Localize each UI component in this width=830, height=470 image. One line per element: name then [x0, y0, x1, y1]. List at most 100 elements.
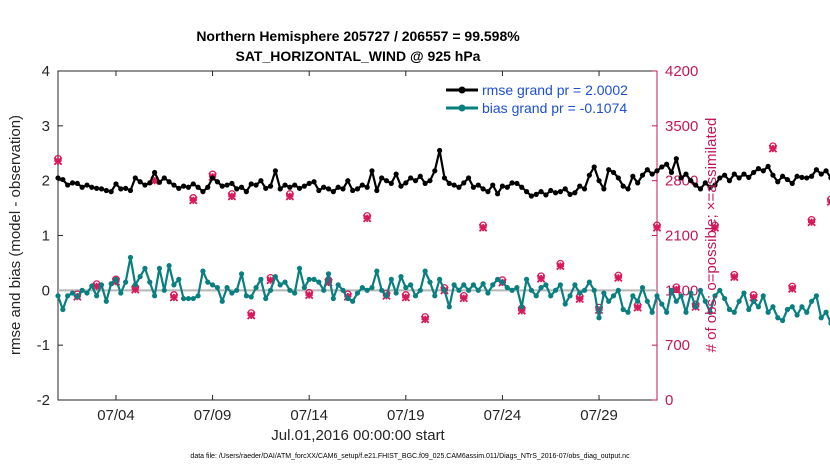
rmse-point [784, 176, 791, 183]
rmse-point [108, 189, 114, 195]
bias-point [267, 287, 274, 293]
obs-assimilated-point [730, 272, 739, 282]
bias-point [804, 309, 810, 315]
bias-point [659, 301, 665, 307]
obs-assimilated-point [189, 196, 198, 205]
rmse-point [340, 186, 346, 192]
bias-point [504, 284, 510, 291]
bias-point [437, 276, 443, 282]
rmse-point [417, 173, 423, 179]
rmse-point [171, 182, 177, 188]
rmse-point [195, 184, 201, 190]
bias-point [417, 287, 423, 293]
rmse-point [316, 187, 322, 194]
bias-point [552, 287, 559, 293]
rmse-point [509, 180, 515, 186]
rmse-point [234, 186, 240, 192]
rmse-point [65, 182, 71, 188]
bias-point [422, 268, 428, 274]
rmse-point [770, 172, 776, 178]
rmse-point [142, 182, 148, 188]
rmse-point [523, 189, 530, 195]
rmse-point [296, 185, 303, 191]
rmse-point [606, 167, 612, 173]
bias-point [60, 306, 66, 313]
bias-point [185, 295, 192, 302]
bias-point [180, 295, 187, 302]
rmse-point [702, 180, 708, 186]
bias-point [606, 298, 612, 304]
left-tick-label: 0 [42, 282, 50, 299]
rmse-point [818, 171, 824, 177]
rmse-point [219, 183, 225, 189]
bias-point [818, 315, 824, 321]
obs-assimilated-point [246, 311, 256, 320]
rmse-point [654, 168, 660, 174]
bias-point [74, 294, 80, 300]
bias-point [190, 295, 196, 302]
bias-point [398, 274, 404, 280]
bias-point [393, 290, 399, 296]
bias-point [301, 284, 307, 291]
rmse-point [147, 180, 153, 186]
obs-assimilated-point [633, 303, 642, 312]
rmse-point [166, 179, 172, 185]
bias-point [562, 301, 568, 307]
rmse-point [635, 180, 641, 186]
rmse-point [543, 192, 549, 198]
bias-point [412, 293, 419, 299]
bias-point [325, 271, 332, 277]
rmse-point [466, 175, 472, 181]
rmse-point [74, 180, 80, 187]
x-tick-label: 07/04 [97, 407, 135, 424]
rmse-point [161, 175, 167, 181]
bias-point [717, 287, 723, 293]
rmse-point [398, 183, 404, 189]
bias-point [55, 293, 61, 299]
legend-rmse-label: rmse grand pr = 2.0002 [482, 82, 628, 98]
bias-point [736, 298, 742, 304]
left-tick-label: 2 [42, 173, 50, 190]
bias-point [142, 265, 148, 271]
rmse-point [383, 178, 390, 184]
bias-point [533, 293, 539, 299]
bias-point [69, 290, 76, 296]
rmse-point [548, 187, 554, 194]
rmse-point [775, 179, 781, 185]
rmse-point [707, 184, 713, 190]
bias-point [171, 282, 177, 288]
bias-point [697, 287, 704, 293]
rmse-point [205, 184, 211, 190]
rmse-point [823, 168, 829, 174]
rmse-point [103, 187, 109, 194]
rmse-point [137, 179, 143, 185]
rmse-point [601, 186, 607, 192]
bias-point [751, 298, 757, 304]
rmse-point [176, 185, 182, 191]
legend: rmse grand pr = 2.0002 bias grand pr = -… [440, 77, 652, 120]
rmse-point [209, 175, 216, 181]
obs-assimilated-point [459, 293, 469, 303]
obs-assimilated-point [362, 214, 372, 223]
bias-point [224, 284, 230, 291]
rmse-point [335, 184, 341, 190]
rmse-point [615, 175, 621, 181]
bias-point [103, 298, 109, 304]
rmse-point [200, 189, 206, 195]
rmse-point [253, 182, 259, 188]
bias-point [272, 274, 278, 280]
rmse-point [277, 186, 283, 192]
bias-point [263, 295, 269, 302]
rmse-point [185, 184, 192, 190]
obs-assimilated-point [478, 223, 488, 232]
bias-point [557, 282, 563, 288]
bias-point [519, 304, 525, 310]
bias-point [808, 298, 815, 304]
bias-point [523, 276, 530, 282]
bias-point [335, 282, 341, 288]
rmse-point [552, 190, 559, 196]
bias-point [765, 309, 771, 315]
